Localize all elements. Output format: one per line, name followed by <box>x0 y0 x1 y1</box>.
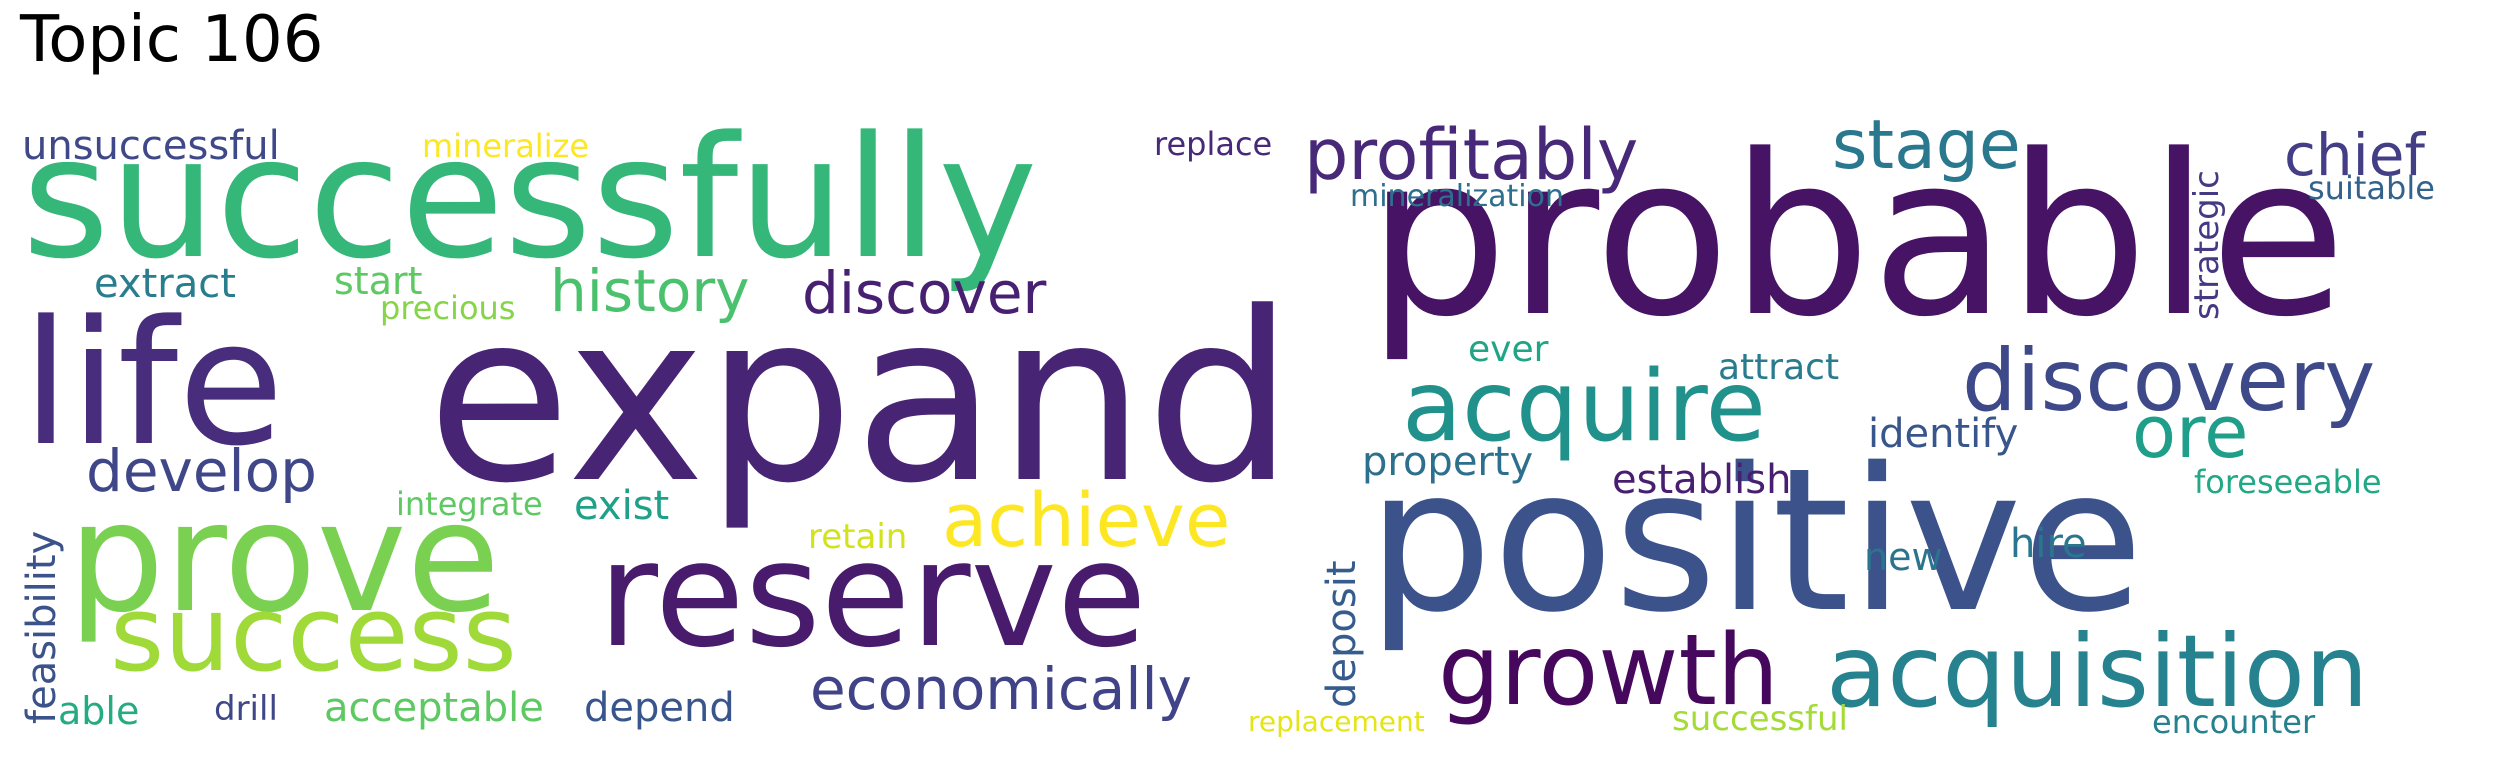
word: encounter <box>2152 703 2316 741</box>
word: probable <box>1367 112 2347 366</box>
word: deposit <box>1319 560 1365 709</box>
word: unsuccessful <box>22 123 280 169</box>
word: attract <box>1718 347 1840 388</box>
word: mineralization <box>1350 179 1565 214</box>
word: establish <box>1612 457 1792 503</box>
word: acquisition <box>1826 613 2369 730</box>
word: ore <box>2132 390 2249 474</box>
word: property <box>1362 439 1534 485</box>
word: retain <box>808 517 908 557</box>
word: chief <box>2284 121 2425 189</box>
word: suitable <box>2308 169 2435 207</box>
word: hire <box>2010 521 2087 567</box>
word: successful <box>1672 699 1848 739</box>
word: discovery <box>1962 331 2376 431</box>
word: exist <box>574 483 670 529</box>
word: positive <box>1367 425 2144 656</box>
word: expand <box>427 263 1295 535</box>
word: stage <box>1832 112 2021 185</box>
word: feasibility <box>22 530 65 724</box>
word: extract <box>94 261 236 307</box>
word: discover <box>802 259 1047 327</box>
word: success <box>110 573 517 695</box>
word: integrate <box>396 485 543 523</box>
page-title: Topic 106 <box>20 3 324 77</box>
word: foreseeable <box>2194 463 2382 501</box>
word: strategic <box>2187 170 2227 320</box>
word: acquire <box>1402 350 1766 464</box>
word: history <box>550 257 750 325</box>
word: replace <box>1154 125 1273 163</box>
word: replacement <box>1248 705 1425 738</box>
word: life <box>22 283 284 484</box>
word: successfully <box>22 112 1038 296</box>
word: acceptable <box>324 685 544 731</box>
word: mineralize <box>422 127 590 165</box>
word: profitably <box>1304 114 1639 196</box>
word: reserve <box>598 510 1147 680</box>
word: identify <box>1868 411 2019 457</box>
word-cloud: expand probable positive successfully li… <box>22 112 2482 752</box>
word: start <box>334 259 423 303</box>
word: growth <box>1438 614 1779 728</box>
word: able <box>58 689 140 733</box>
word: ever <box>1468 329 1549 370</box>
word: drill <box>214 689 278 729</box>
word: develop <box>86 437 317 505</box>
word: new <box>1864 535 1943 579</box>
word: precious <box>380 289 516 327</box>
word: achieve <box>942 478 1231 564</box>
word: economically <box>810 655 1192 723</box>
word: prove <box>68 469 501 646</box>
word: depend <box>584 685 735 731</box>
